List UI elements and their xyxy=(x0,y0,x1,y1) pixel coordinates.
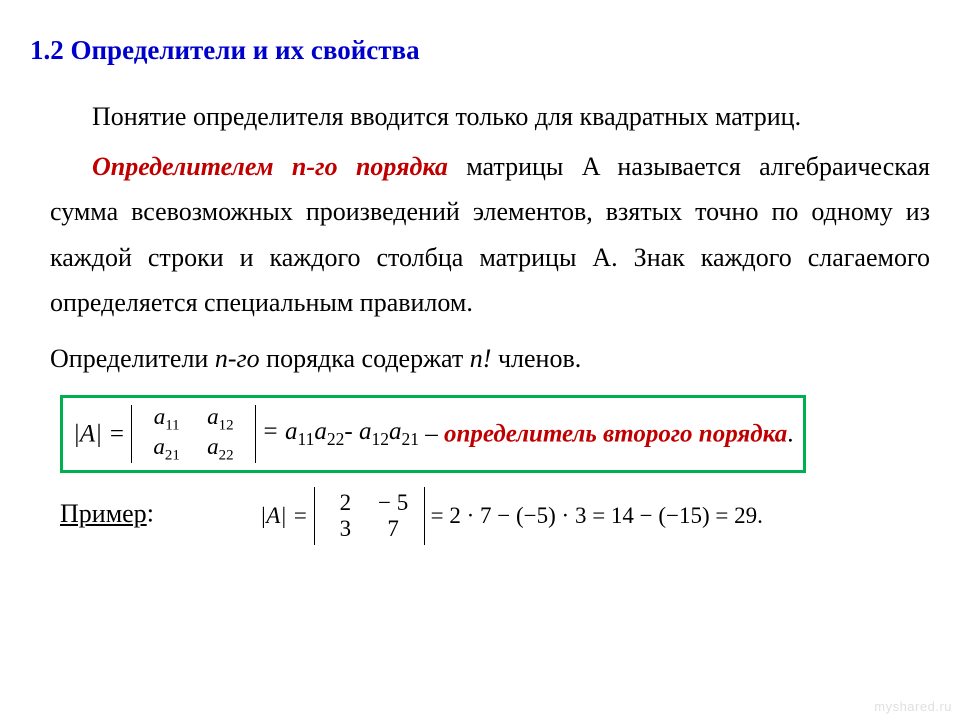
matrix-cell-11: a11 xyxy=(143,404,191,434)
ex-lhs: |A| = xyxy=(260,503,314,528)
ex-bar-left xyxy=(314,487,315,545)
example-equation: |A| = 2 − 5 3 7 = 2 · 7 − (−5) · 3 = 14 … xyxy=(260,487,763,545)
dash: – xyxy=(425,420,444,447)
example-label: Пример xyxy=(60,499,147,529)
ex-rhs: = 2 · 7 − (−5) · 3 = 14 − (−15) = 29. xyxy=(431,503,763,528)
second-order-label: определитель второго порядка xyxy=(444,420,787,447)
ex-cell-12: − 5 xyxy=(372,490,414,516)
matrix-cell-12: a12 xyxy=(196,404,244,434)
example-colon: : xyxy=(147,499,154,528)
example-row: Пример: |A| = 2 − 5 3 7 = 2 · 7 − (−5) ·… xyxy=(30,487,930,545)
members-n: n-го xyxy=(215,344,260,373)
slide-page: 1.2 Определители и их свойства Понятие о… xyxy=(0,0,960,720)
matrix-cell-21: a21 xyxy=(143,434,191,464)
ex-bar-right xyxy=(424,487,425,545)
members-nfact: n! xyxy=(470,344,492,373)
definition-term: Определителем n-го порядка xyxy=(92,152,448,181)
watermark: myshared.ru xyxy=(874,699,952,714)
ex-cell-11: 2 xyxy=(324,490,366,516)
ex-cell-22: 7 xyxy=(372,516,414,542)
formula-rhs: = a11a22- a12a21 xyxy=(262,418,425,445)
members-text-a: Определители xyxy=(50,344,215,373)
ex-matrix: 2 − 5 3 7 xyxy=(320,490,418,542)
matrix-2x2: a11 a12 a21 a22 xyxy=(139,404,249,464)
members-text-e: членов. xyxy=(491,344,581,373)
definition-paragraph: Определителем n-го порядка матрицы A наз… xyxy=(50,144,930,326)
ex-cell-21: 3 xyxy=(324,516,366,542)
members-paragraph: Определители n-го порядка содержат n! чл… xyxy=(50,336,930,382)
matrix-cell-22: a22 xyxy=(196,434,244,464)
det-bar-right xyxy=(255,405,256,463)
det-lhs: |A| = xyxy=(73,420,131,447)
period: . xyxy=(787,420,793,447)
section-heading: 1.2 Определители и их свойства xyxy=(30,35,930,66)
members-text-c: порядка содержат xyxy=(260,344,470,373)
formula-box: |A| = a11 a12 a21 a22 = a11a22- a12a21 –… xyxy=(60,395,806,473)
det-bar-left xyxy=(131,405,132,463)
intro-paragraph: Понятие определителя вводится только для… xyxy=(50,94,930,140)
